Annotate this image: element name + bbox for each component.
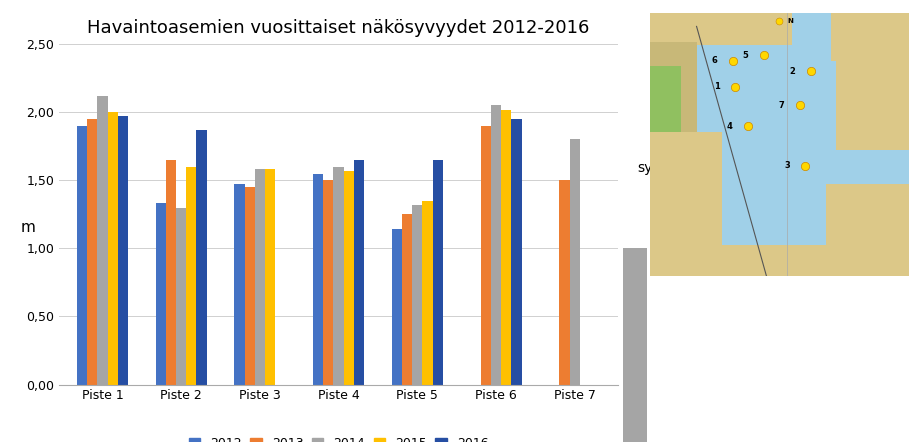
Text: 7: 7 [779, 101, 784, 110]
Text: 8: 8 [650, 205, 659, 219]
Bar [512, 119, 522, 385]
Text: N: N [787, 18, 794, 24]
Bar [392, 229, 402, 385]
Bar [402, 214, 412, 385]
Bar [76, 126, 87, 385]
Bar [650, 13, 793, 45]
Text: 2: 2 [789, 67, 795, 76]
Y-axis label: m: m [21, 220, 35, 235]
Bar [650, 66, 681, 132]
Text: 6: 6 [712, 56, 717, 65]
Text: 1: 1 [714, 82, 720, 91]
Bar [481, 126, 491, 385]
Bar [650, 42, 696, 132]
Bar [313, 174, 324, 385]
Bar [87, 119, 97, 385]
Bar [836, 58, 909, 150]
Bar [354, 160, 365, 385]
Bar [723, 245, 826, 276]
Bar [650, 132, 723, 276]
Bar [265, 169, 275, 385]
Bar [97, 96, 107, 385]
Bar [155, 203, 165, 385]
Bar [433, 160, 443, 385]
Bar [196, 130, 206, 385]
Title: Havaintoasemien vuosittaiset näkösyvyydet 2012-2016: Havaintoasemien vuosittaiset näkösyvyyde… [87, 19, 590, 37]
Bar [165, 160, 176, 385]
Bar [831, 13, 909, 61]
Bar [255, 169, 265, 385]
Bar [245, 187, 255, 385]
Text: syyskuu: syyskuu [637, 161, 694, 175]
Bar [559, 180, 570, 385]
Bar [107, 112, 118, 385]
Bar [186, 167, 196, 385]
Bar [570, 140, 580, 385]
Bar [344, 171, 354, 385]
Bar [491, 106, 501, 385]
Bar [118, 116, 128, 385]
Bar [412, 205, 423, 385]
Bar [334, 167, 344, 385]
Text: 5: 5 [743, 51, 748, 60]
Text: 4: 4 [727, 122, 733, 131]
Bar [176, 208, 186, 385]
Bar [826, 184, 909, 276]
Legend: 2012, 2013, 2014, 2015, 2016: 2012, 2013, 2014, 2015, 2016 [184, 432, 494, 442]
Bar [423, 201, 433, 385]
Bar [623, 248, 647, 442]
Bar [324, 180, 334, 385]
Text: 3: 3 [784, 161, 790, 170]
Bar [235, 184, 245, 385]
Bar [501, 110, 512, 385]
